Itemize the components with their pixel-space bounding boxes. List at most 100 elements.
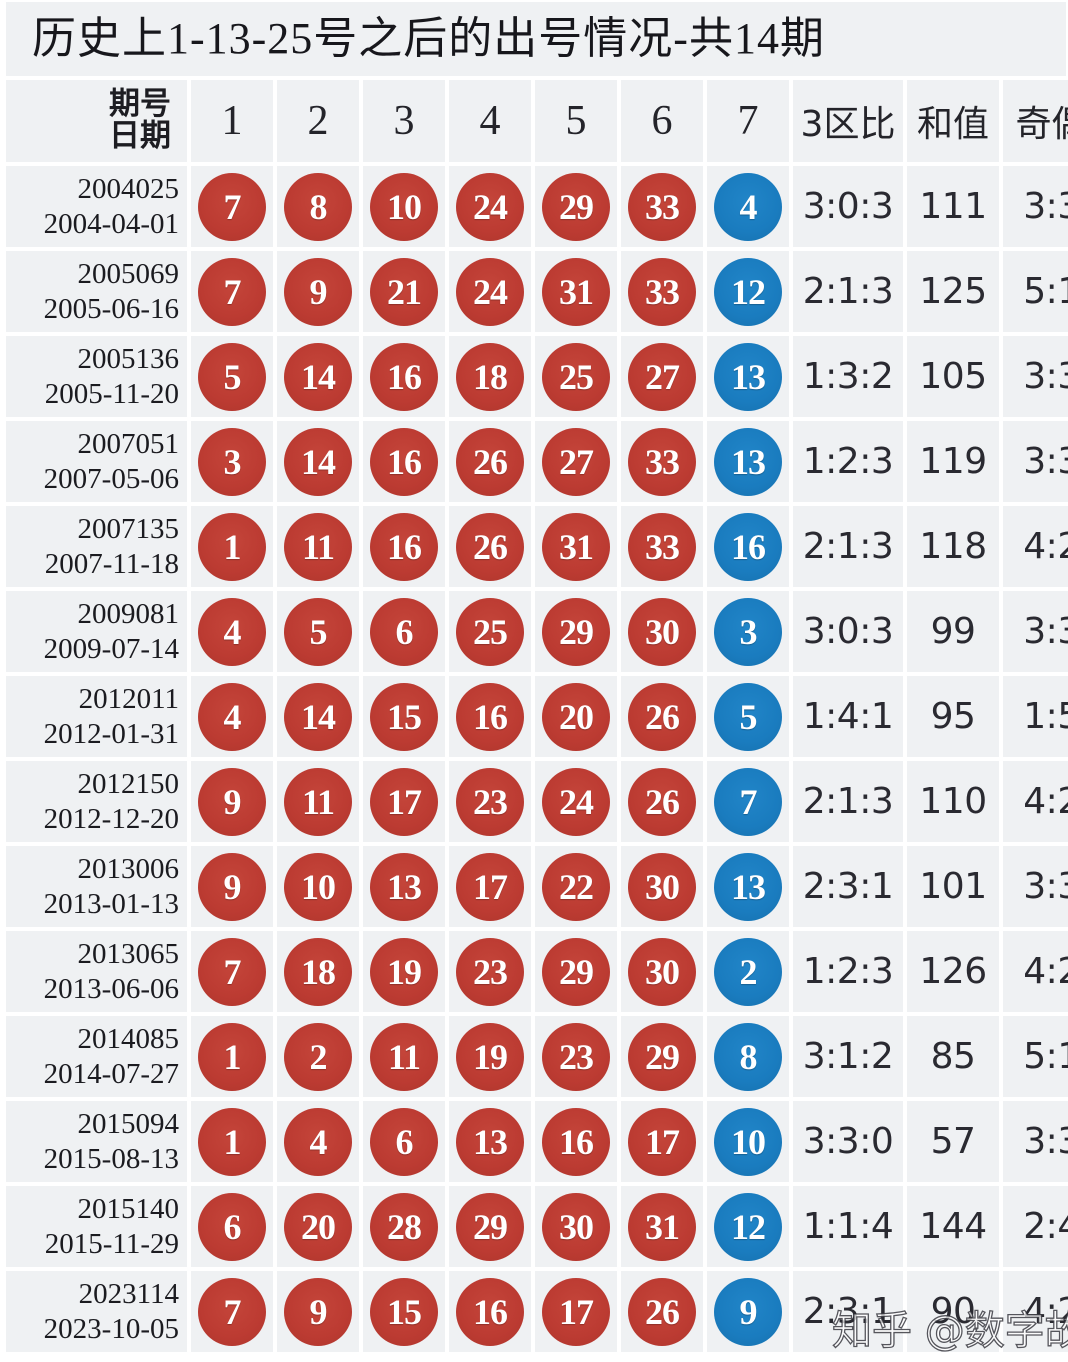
red-ball: 25 <box>456 597 524 666</box>
odd-even-value: 3:3 <box>1023 866 1068 907</box>
red-ball: 27 <box>542 427 610 496</box>
red-ball: 4 <box>284 1107 352 1176</box>
table-row: 2013006 2013-01-13 9 10 13 17 22 30 13 2:3:1 101 3:… <box>6 846 1068 927</box>
zone-ratio-value: 2:1:3 <box>802 526 894 567</box>
issue-number: 2015094 <box>77 1108 180 1141</box>
odd-even-value: 4:2 <box>1023 1291 1068 1332</box>
red-ball: 1 <box>198 1022 266 1091</box>
red-ball: 23 <box>456 767 524 836</box>
odd-even-value-cell: 4:2 <box>1003 506 1068 587</box>
zone-ratio-value-cell: 2:3:1 <box>793 1271 903 1352</box>
issue-date-cell: 2012150 2012-12-20 <box>6 761 187 842</box>
red-ball-cell: 29 <box>449 1186 531 1267</box>
red-ball: 1 <box>198 512 266 581</box>
red-ball: 6 <box>370 1107 438 1176</box>
red-ball: 9 <box>284 257 352 326</box>
red-ball-cell: 25 <box>535 336 617 417</box>
red-ball: 7 <box>198 937 266 1006</box>
sum-value-cell: 126 <box>907 931 999 1012</box>
red-ball-cell: 17 <box>535 1271 617 1352</box>
issue-date-cell: 2013006 2013-01-13 <box>6 846 187 927</box>
issue-date-cell: 2005069 2005-06-16 <box>6 251 187 332</box>
header-ball-col-6-label: 6 <box>651 98 673 144</box>
red-ball: 5 <box>198 342 266 411</box>
blue-ball-cell: 13 <box>707 846 789 927</box>
red-ball-cell: 4 <box>277 1101 359 1182</box>
issue-date-cell: 2013065 2013-06-06 <box>6 931 187 1012</box>
odd-even-value-cell: 2:4 <box>1003 1186 1068 1267</box>
issue-number: 2007051 <box>77 428 180 461</box>
zone-ratio-value-cell: 1:2:3 <box>793 421 903 502</box>
sum-value: 95 <box>930 696 976 737</box>
odd-even-value: 3:3 <box>1023 611 1068 652</box>
red-ball-cell: 25 <box>449 591 531 672</box>
red-ball-cell: 26 <box>621 1271 703 1352</box>
red-ball-cell: 26 <box>449 506 531 587</box>
header-ball-col-2: 2 <box>277 80 359 162</box>
red-ball: 29 <box>628 1022 696 1091</box>
red-ball-cell: 17 <box>621 1101 703 1182</box>
red-ball-cell: 24 <box>535 761 617 842</box>
red-ball: 7 <box>198 257 266 326</box>
red-ball: 6 <box>198 1192 266 1261</box>
sum-value-cell: 90 <box>907 1271 999 1352</box>
zone-ratio-value-cell: 3:0:3 <box>793 591 903 672</box>
blue-ball-cell: 16 <box>707 506 789 587</box>
blue-ball: 13 <box>714 342 782 411</box>
red-ball-cell: 1 <box>191 506 273 587</box>
blue-ball-cell: 3 <box>707 591 789 672</box>
red-ball-cell: 30 <box>621 591 703 672</box>
red-ball: 3 <box>198 427 266 496</box>
blue-ball-cell: 4 <box>707 166 789 247</box>
draw-date: 2015-08-13 <box>43 1142 179 1175</box>
red-ball: 16 <box>542 1107 610 1176</box>
red-ball: 2 <box>284 1022 352 1091</box>
red-ball-cell: 31 <box>621 1186 703 1267</box>
issue-number: 2005136 <box>77 343 180 376</box>
blue-ball-cell: 8 <box>707 1016 789 1097</box>
header-ball-col-7-label: 7 <box>737 98 759 144</box>
zone-ratio-value: 2:3:1 <box>802 1291 894 1332</box>
red-ball: 30 <box>628 597 696 666</box>
red-ball: 30 <box>628 852 696 921</box>
red-ball: 23 <box>456 937 524 1006</box>
header-sum-label: 和值 <box>916 104 989 145</box>
header-ball-col-6: 6 <box>621 80 703 162</box>
red-ball-cell: 17 <box>449 846 531 927</box>
red-ball-cell: 26 <box>621 761 703 842</box>
odd-even-value: 3:3 <box>1023 186 1068 227</box>
issue-date-cell: 2015140 2015-11-29 <box>6 1186 187 1267</box>
red-ball-cell: 15 <box>363 676 445 757</box>
red-ball: 29 <box>456 1192 524 1261</box>
odd-even-value-cell: 3:3 <box>1003 1101 1068 1182</box>
sum-value-cell: 99 <box>907 591 999 672</box>
sum-value: 110 <box>919 781 987 822</box>
red-ball: 28 <box>370 1192 438 1261</box>
sum-value-cell: 110 <box>907 761 999 842</box>
red-ball: 33 <box>628 512 696 581</box>
blue-ball-cell: 13 <box>707 336 789 417</box>
table-header-row: 期号 日期 1 2 3 4 5 6 7 3区比 和值 奇偶 <box>6 80 1068 162</box>
red-ball: 15 <box>370 682 438 751</box>
issue-date-cell: 2015094 2015-08-13 <box>6 1101 187 1182</box>
red-ball: 22 <box>542 852 610 921</box>
odd-even-value-cell: 3:3 <box>1003 166 1068 247</box>
zone-ratio-value: 1:2:3 <box>802 441 894 482</box>
header-ball-col-7: 7 <box>707 80 789 162</box>
red-ball-cell: 7 <box>191 931 273 1012</box>
draw-date: 2013-01-13 <box>43 887 179 920</box>
red-ball: 26 <box>456 427 524 496</box>
red-ball-cell: 7 <box>191 251 273 332</box>
zone-ratio-value-cell: 1:2:3 <box>793 931 903 1012</box>
red-ball-cell: 30 <box>535 1186 617 1267</box>
odd-even-value: 5:1 <box>1023 1036 1068 1077</box>
zone-ratio-value: 1:2:3 <box>802 951 894 992</box>
red-ball-cell: 1 <box>191 1101 273 1182</box>
blue-ball: 8 <box>714 1022 782 1091</box>
red-ball: 33 <box>628 172 696 241</box>
red-ball: 18 <box>456 342 524 411</box>
red-ball-cell: 10 <box>363 166 445 247</box>
blue-ball: 10 <box>714 1107 782 1176</box>
